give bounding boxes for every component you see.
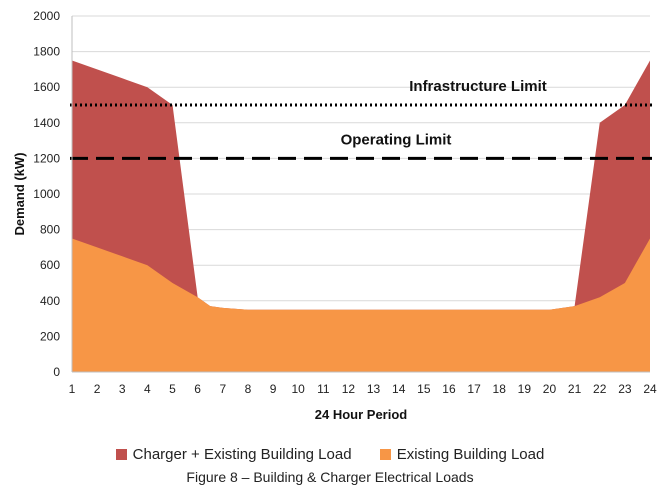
x-tick-label: 4 — [144, 382, 151, 396]
reference-line-label: Operating Limit — [341, 131, 452, 148]
figure-caption: Figure 8 – Building & Charger Electrical… — [186, 469, 474, 485]
y-tick-label: 600 — [40, 258, 60, 272]
x-tick-label: 6 — [194, 382, 201, 396]
y-tick-label: 0 — [53, 365, 60, 379]
chart: Infrastructure Limit Operating Limit 0 200… — [12, 9, 657, 422]
y-tick-label: 800 — [40, 223, 60, 237]
area-series — [72, 60, 650, 372]
x-axis-label: 24 Hour Period — [315, 407, 408, 422]
x-tick-label: 20 — [543, 382, 557, 396]
x-tick-label: 24 — [643, 382, 657, 396]
x-tick-label: 19 — [518, 382, 532, 396]
y-tick-label: 1800 — [33, 45, 60, 59]
x-tick-label: 13 — [367, 382, 381, 396]
y-tick-label: 1400 — [33, 116, 60, 130]
y-tick-label: 2000 — [33, 9, 60, 23]
x-tick-label: 2 — [94, 382, 101, 396]
x-tick-label: 15 — [417, 382, 431, 396]
legend-item-charger: Charger + Existing Building Load — [115, 446, 352, 463]
area-series-building — [72, 238, 650, 372]
x-tick-label: 11 — [317, 382, 330, 396]
legend-label: Charger + Existing Building Load — [132, 446, 352, 463]
x-tick-label: 1 — [69, 382, 76, 396]
y-tick-label: 1000 — [33, 187, 60, 201]
x-tick-label: 8 — [245, 382, 252, 396]
x-tick-label: 22 — [593, 382, 607, 396]
legend-label: Existing Building Load — [396, 446, 545, 463]
x-tick-label: 21 — [568, 382, 582, 396]
x-tick-label: 14 — [392, 382, 406, 396]
reference-lines: Infrastructure Limit Operating Limit — [70, 78, 652, 160]
x-tick-label: 16 — [442, 382, 456, 396]
x-tick-label: 23 — [618, 382, 632, 396]
x-tick-label: 18 — [493, 382, 507, 396]
y-tick-label: 1600 — [33, 80, 60, 94]
x-tick-label: 5 — [169, 382, 176, 396]
y-tick-label: 200 — [40, 329, 60, 343]
x-tick-label: 17 — [467, 382, 481, 396]
legend-swatch — [379, 449, 391, 460]
y-tick-label: 1200 — [33, 151, 60, 165]
y-tick-label: 400 — [40, 294, 60, 308]
reference-line-label: Infrastructure Limit — [409, 78, 547, 95]
legend-item-building: Existing Building Load — [379, 446, 545, 463]
x-tick-label: 7 — [219, 382, 226, 396]
legend: Charger + Existing Building Load Existin… — [0, 446, 660, 464]
y-axis-label: Demand (kW) — [12, 152, 27, 235]
legend-swatch — [115, 449, 127, 460]
x-tick-label: 9 — [270, 382, 277, 396]
x-tick-label: 3 — [119, 382, 126, 396]
x-tick-label: 12 — [342, 382, 356, 396]
x-tick-label: 10 — [291, 382, 305, 396]
